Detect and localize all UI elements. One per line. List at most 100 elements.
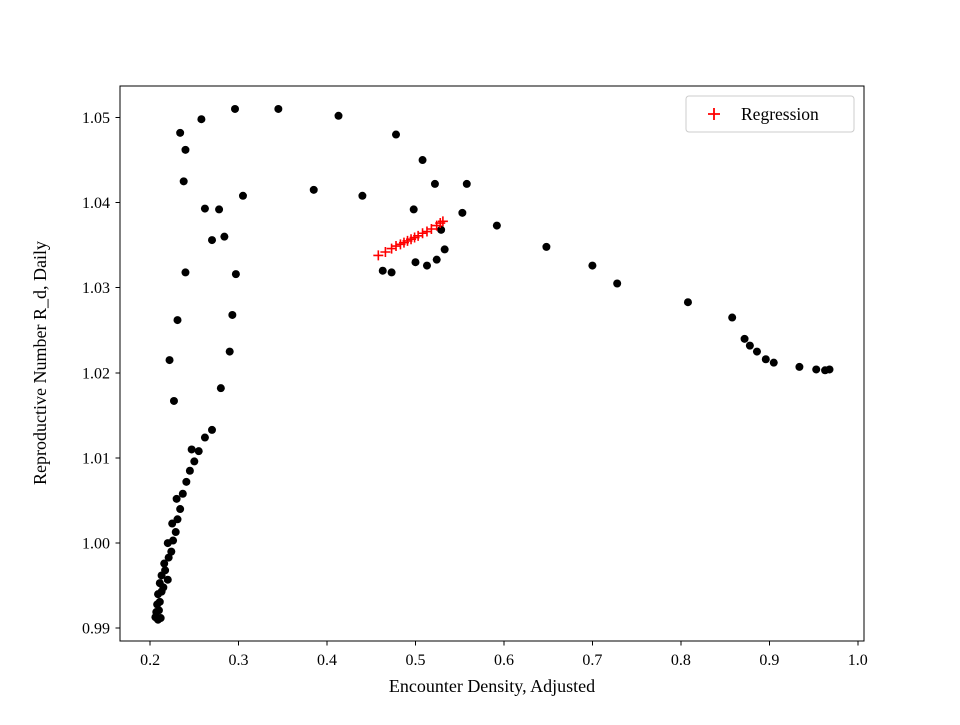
data-point: [462, 179, 471, 188]
data-point: [825, 365, 834, 374]
data-point: [418, 156, 427, 165]
data-point: [160, 559, 169, 568]
data-point: [458, 208, 467, 217]
x-tick-label: 0.8: [671, 652, 691, 669]
data-point: [492, 221, 501, 230]
regression-point: [437, 216, 448, 227]
data-point: [588, 261, 597, 270]
data-point: [683, 298, 692, 307]
data-point: [542, 242, 551, 251]
data-point: [411, 258, 420, 267]
data-point: [358, 191, 367, 200]
legend-item-label: Regression: [741, 104, 819, 124]
x-tick-label: 0.3: [229, 652, 249, 669]
y-tick-label: 1.04: [82, 195, 110, 212]
x-tick-label: 0.4: [317, 652, 337, 669]
data-point: [173, 515, 182, 524]
x-tick-label: 0.5: [405, 652, 425, 669]
data-point: [812, 365, 821, 374]
plot-area-spines: [119, 85, 865, 642]
data-point: [309, 185, 318, 194]
data-point: [181, 268, 190, 277]
data-point: [187, 445, 196, 454]
data-point: [409, 205, 418, 214]
data-point: [172, 494, 181, 503]
data-point: [179, 177, 188, 186]
data-point: [185, 466, 194, 475]
data-point: [155, 597, 164, 606]
data-point: [422, 261, 431, 270]
data-point: [238, 191, 247, 200]
x-axis-ticks: 0.2 0.3 0.4 0.5 0.6 0.7 0.8 0.9 1.0: [140, 641, 868, 669]
data-point: [178, 489, 187, 498]
data-point: [769, 358, 778, 367]
data-point: [220, 232, 229, 241]
data-point: [176, 505, 185, 514]
y-axis-ticks: 0.99 1.00 1.01 1.02 1.03 1.04 1.05: [82, 110, 120, 638]
x-axis-label: Encounter Density, Adjusted: [389, 676, 595, 696]
data-point: [169, 396, 178, 405]
data-point: [167, 547, 176, 556]
data-point: [190, 457, 199, 466]
data-point: [334, 111, 343, 120]
data-point: [197, 115, 206, 124]
x-tick-label: 0.7: [582, 652, 602, 669]
data-point: [181, 145, 190, 154]
data-point: [392, 130, 401, 139]
regression-point: [380, 246, 391, 257]
data-point: [200, 204, 209, 213]
data-point: [378, 266, 387, 275]
series-data: [151, 104, 834, 624]
y-tick-label: 1.00: [82, 536, 110, 553]
data-point: [173, 316, 182, 325]
legend-frame: [685, 95, 855, 133]
data-point: [216, 384, 225, 393]
regression-point: [417, 228, 428, 239]
data-point: [215, 205, 224, 214]
data-point: [208, 425, 217, 434]
y-axis-label: Reproductive Number R_d, Daily: [30, 241, 50, 485]
regression-point: [391, 241, 402, 252]
data-point: [159, 583, 168, 592]
data-point: [208, 236, 217, 245]
y-tick-label: 1.05: [82, 110, 110, 127]
data-point: [795, 362, 804, 371]
x-tick-label: 0.9: [759, 652, 779, 669]
data-point: [274, 104, 283, 113]
data-point: [437, 225, 446, 234]
y-tick-label: 1.01: [82, 450, 110, 467]
data-point: [176, 128, 185, 137]
legend: Regression: [685, 95, 855, 133]
legend-plus-marker-icon: [708, 108, 720, 120]
regression-point: [421, 226, 432, 237]
data-point: [231, 104, 240, 113]
data-point: [740, 334, 749, 343]
data-point: [387, 268, 396, 277]
data-point: [225, 347, 234, 356]
data-point: [165, 356, 174, 365]
y-tick-label: 0.99: [82, 621, 110, 638]
x-tick-label: 1.0: [848, 652, 868, 669]
data-points-layer: [151, 104, 834, 624]
regression-point: [373, 250, 384, 261]
data-point: [194, 447, 203, 456]
series-Regression: [373, 216, 448, 261]
data-point: [430, 179, 439, 188]
data-point: [200, 433, 209, 442]
data-point: [161, 566, 170, 575]
data-point: [228, 310, 237, 319]
data-point: [761, 355, 770, 364]
data-point: [440, 245, 449, 254]
data-point: [182, 477, 191, 486]
data-point: [171, 528, 180, 537]
data-point: [156, 614, 165, 623]
data-point: [164, 553, 173, 562]
y-tick-label: 1.02: [82, 365, 110, 382]
data-point: [163, 575, 172, 584]
data-point: [168, 519, 177, 528]
data-point: [432, 255, 441, 264]
data-point: [613, 279, 622, 288]
data-point: [745, 341, 754, 350]
